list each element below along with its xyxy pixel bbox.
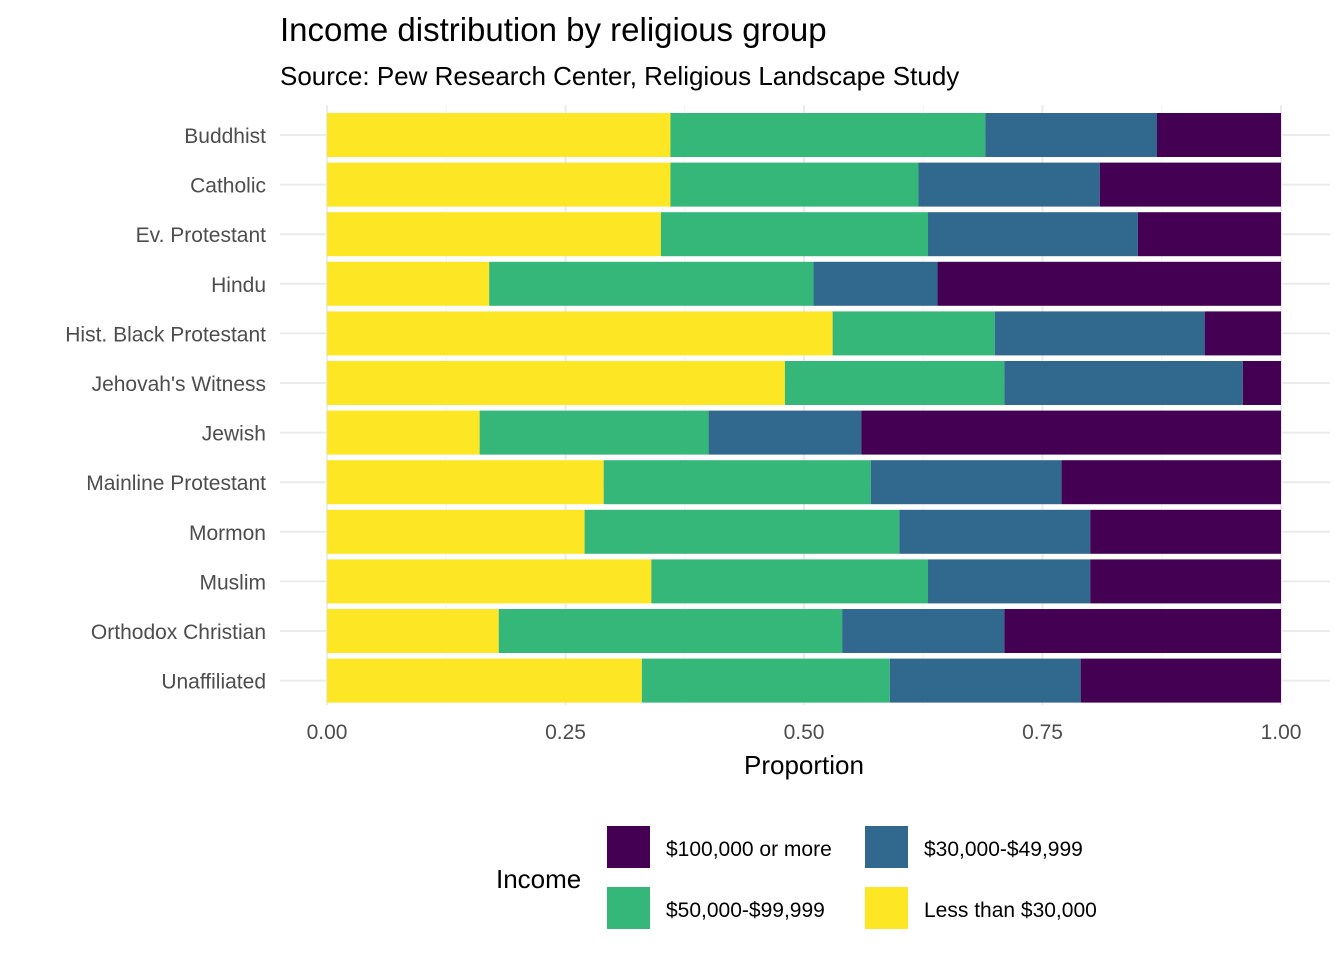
bar-group	[327, 361, 1281, 405]
bar-segment	[889, 658, 1081, 703]
bar-group	[327, 509, 1281, 554]
y-tick-label: Orthodox Christian	[91, 621, 266, 644]
legend-swatch	[607, 887, 650, 929]
bar-segment	[327, 410, 480, 455]
bar-segment	[1137, 212, 1281, 257]
bar-group	[327, 658, 1281, 703]
bar-segment	[670, 162, 919, 207]
x-tick-label: 0.75	[1022, 721, 1063, 744]
bar-segment	[1090, 509, 1281, 554]
bar-segment	[1099, 162, 1281, 207]
bar-segment	[861, 410, 1281, 455]
bar-segment	[498, 609, 843, 653]
chart-subtitle: Source: Pew Research Center, Religious L…	[280, 61, 959, 91]
bar-group	[327, 559, 1281, 604]
bar-segment	[994, 311, 1205, 356]
bar-segment	[899, 509, 1091, 554]
y-tick-label: Hist. Black Protestant	[65, 323, 266, 346]
bar-segment	[708, 410, 862, 455]
bar-segment	[651, 559, 929, 604]
bar-segment	[1061, 460, 1281, 505]
bar-segment	[641, 658, 890, 703]
x-tick-label: 0.00	[307, 721, 348, 744]
bar-segment	[842, 609, 1005, 653]
bar-segment	[832, 311, 995, 356]
bar-segment	[327, 509, 585, 554]
bar-segment	[327, 460, 604, 505]
bar-group	[327, 609, 1281, 653]
y-tick-label: Mormon	[189, 522, 266, 545]
bar-segment	[327, 361, 785, 405]
y-tick-label: Mainline Protestant	[86, 472, 266, 495]
bar-segment	[660, 212, 929, 257]
bar-segment	[985, 113, 1157, 157]
legend-swatch	[865, 887, 908, 929]
bar-segment	[584, 509, 900, 554]
bar-segment	[1204, 311, 1281, 356]
legend-swatch	[865, 826, 908, 868]
bar-segment	[870, 460, 1062, 505]
legend-label: $50,000-$99,999	[666, 899, 825, 922]
bar-segment	[327, 609, 499, 653]
legend-swatch	[607, 826, 650, 868]
bar-segment	[327, 212, 661, 257]
y-tick-label: Unaffiliated	[161, 671, 266, 694]
bar-segment	[327, 261, 490, 306]
chart-title: Income distribution by religious group	[280, 11, 827, 48]
x-axis-label: Proportion	[744, 750, 864, 780]
bar-segment	[670, 113, 986, 157]
bar-group	[327, 410, 1281, 455]
x-tick-label: 0.25	[545, 721, 586, 744]
y-tick-label: Muslim	[200, 571, 267, 594]
bar-segment	[327, 311, 833, 356]
bar-segment	[928, 212, 1138, 257]
bar-segment	[1080, 658, 1281, 703]
bar-segment	[813, 261, 938, 306]
legend-label: $30,000-$49,999	[924, 838, 1083, 861]
bar-segment	[1242, 361, 1281, 405]
bar-segment	[327, 559, 652, 604]
bar-segment	[327, 658, 642, 703]
y-tick-label: Catholic	[190, 175, 266, 198]
legend: Income $100,000 or more $30,000-$49,999 $5…	[496, 826, 1097, 929]
bar-group	[327, 460, 1281, 505]
y-tick-label: Hindu	[211, 274, 266, 297]
bar-segment	[327, 162, 671, 207]
bar-group	[327, 311, 1281, 356]
x-tick-label: 0.50	[784, 721, 825, 744]
bar-group	[327, 162, 1281, 207]
y-tick-label: Ev. Protestant	[136, 224, 267, 247]
bar-group	[327, 113, 1281, 157]
y-tick-label: Jewish	[202, 423, 266, 446]
bar-segment	[327, 113, 671, 157]
bar-segment	[937, 261, 1281, 306]
y-tick-label: Jehovah's Witness	[92, 373, 266, 396]
bar-segment	[1004, 609, 1281, 653]
bar-segment	[784, 361, 1005, 405]
y-tick-label: Buddhist	[184, 125, 266, 148]
bar-segment	[489, 261, 814, 306]
bar-group	[327, 261, 1281, 306]
x-tick-label: 1.00	[1261, 721, 1302, 744]
bar-segment	[1004, 361, 1243, 405]
legend-label: $100,000 or more	[666, 838, 832, 861]
legend-title: Income	[496, 864, 581, 894]
legend-label: Less than $30,000	[924, 899, 1097, 922]
bar-segment	[603, 460, 871, 505]
bar-segment	[1156, 113, 1281, 157]
bars	[327, 113, 1281, 703]
y-axis-tick-labels: Buddhist Catholic Ev. Protestant Hindu Hist.…	[65, 125, 266, 694]
bar-segment	[479, 410, 709, 455]
bar-group	[327, 212, 1281, 257]
bar-segment	[928, 559, 1091, 604]
bar-segment	[1090, 559, 1281, 604]
bar-segment	[918, 162, 1100, 207]
x-axis-tick-labels: 0.00 0.25 0.50 0.75 1.00	[307, 721, 1302, 744]
